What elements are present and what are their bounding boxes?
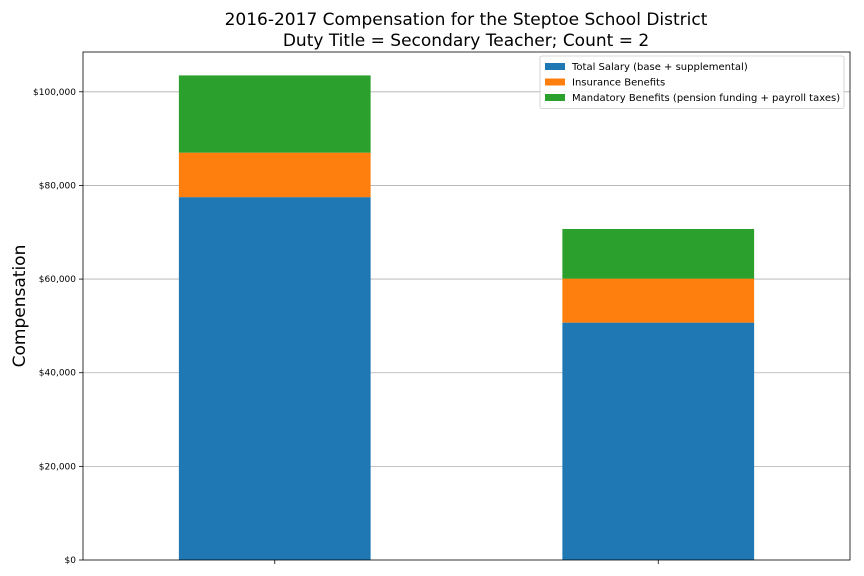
bar-segment	[178, 197, 371, 560]
y-tick-label: $0	[65, 556, 77, 566]
legend-label: Total Salary (base + supplemental)	[571, 62, 748, 73]
bar-segment	[562, 278, 755, 323]
y-tick-label: $100,000	[33, 88, 76, 98]
y-tick-label: $20,000	[39, 462, 76, 472]
legend-swatch	[545, 78, 565, 86]
bar-segment	[178, 152, 371, 198]
y-axis-label: Compensation	[10, 245, 30, 368]
bar-segment	[562, 322, 755, 560]
legend: Total Salary (base + supplemental) Insura…	[539, 55, 845, 109]
plot-frame	[82, 51, 851, 561]
chart-title-line-1: 2016-2017 Compensation for the Steptoe S…	[225, 10, 708, 30]
legend-swatch	[545, 94, 565, 101]
legend-swatch	[545, 63, 565, 70]
legend-label: Mandatory Benefits (pension funding + pa…	[572, 93, 840, 104]
bar-segment	[178, 75, 371, 153]
y-tick-label: $60,000	[39, 275, 76, 285]
axis-layer: $0 $20,000 $40,000 $60,000 $80,000 $100,000	[33, 51, 851, 566]
chart-title-line-2: Duty Title = Secondary Teacher; Count = …	[283, 31, 649, 51]
legend-label: Insurance Benefits	[572, 78, 665, 89]
y-tick-label: $80,000	[39, 181, 76, 191]
bar-layer	[178, 75, 755, 560]
y-tick-label: $40,000	[39, 369, 76, 379]
legend-box	[539, 55, 845, 109]
bar-segment	[562, 228, 755, 279]
